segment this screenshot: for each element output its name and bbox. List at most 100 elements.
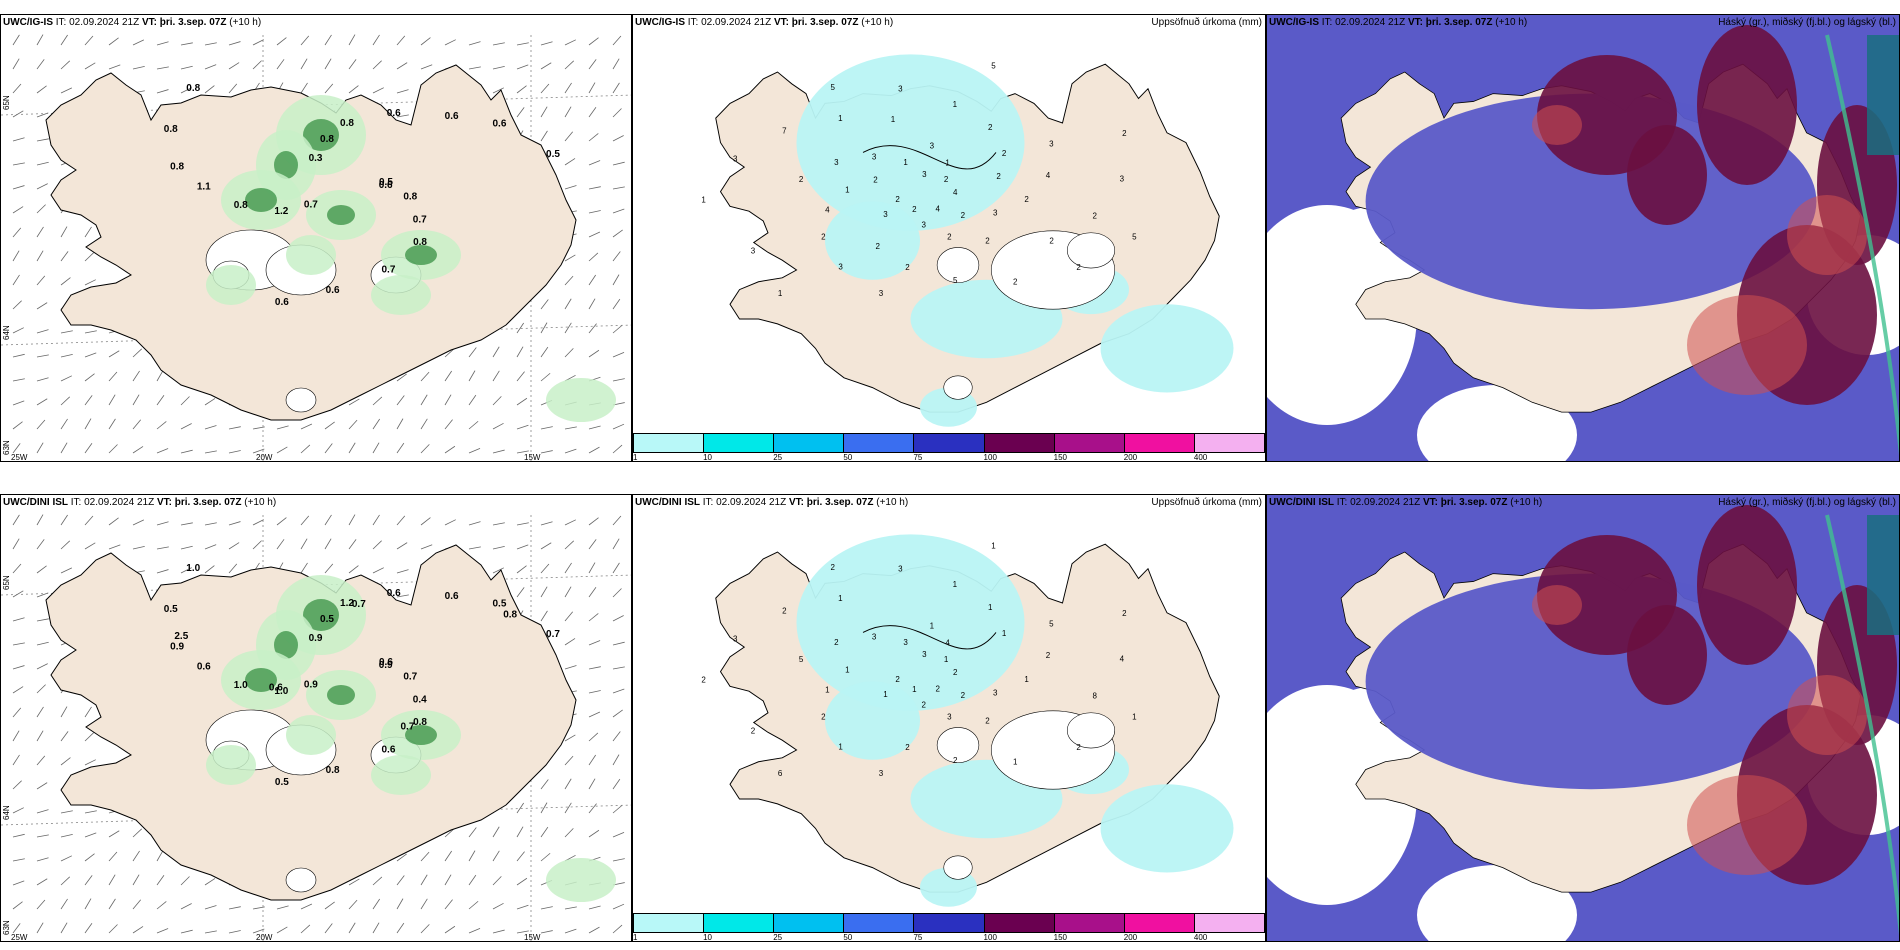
precip-value: 3	[1120, 174, 1125, 183]
precip-value: 2	[1046, 651, 1051, 660]
colorbar-swatch: 25	[773, 433, 845, 461]
colorbar-tick-label: 100	[983, 933, 997, 942]
precip-value: 2	[988, 123, 993, 132]
colorbar-tick-label: 150	[1053, 933, 1068, 942]
precip-value: 4	[945, 639, 950, 648]
colorbar-swatch: 100	[984, 433, 1055, 461]
colorbar-tick-label: 150	[1053, 453, 1068, 462]
precip-value: 4	[936, 204, 941, 213]
precip-value: 2	[751, 727, 756, 736]
precip-value: 2	[821, 232, 826, 241]
precip-value: 1	[701, 196, 706, 205]
colorbar-tick-label: 10	[703, 933, 713, 942]
colorbar-tick-label: 50	[843, 453, 853, 462]
cloud-cover-map	[1267, 495, 1899, 941]
precip-value: 5	[831, 83, 836, 92]
precip-value: 3	[751, 247, 756, 256]
lon-label: 25W	[11, 933, 28, 942]
colorbar-swatch: 150	[1054, 913, 1125, 941]
precip-value: 2	[701, 676, 706, 685]
lat-label: 65N	[2, 95, 11, 110]
panel-right-title: Háský (gr.), miðský (fj.bl.) og lágský (…	[1718, 497, 1896, 508]
precip-value: 3	[922, 170, 927, 179]
precip-value: 5	[991, 61, 996, 70]
precip-value: 2	[782, 607, 787, 616]
precip-value: 2	[961, 211, 966, 220]
precip-value: 1	[845, 185, 850, 194]
precip-value: 3	[993, 209, 998, 218]
precip-value: 0.9	[309, 633, 323, 644]
precip-value: 2	[873, 175, 878, 184]
precip-value: 0.7	[381, 264, 395, 275]
precip-value: 3	[883, 210, 888, 219]
low-cloud-layer	[1532, 105, 1867, 395]
precip-value: 0.5	[320, 614, 334, 625]
lat-label: 64N	[2, 805, 11, 820]
precip-value: 2	[1093, 211, 1098, 220]
precip-value: 1.0	[234, 680, 248, 691]
precip-value: 2	[936, 684, 941, 693]
precip-value: 1	[953, 100, 958, 109]
precip-value: 0.8	[340, 118, 354, 129]
precip-value: 0.8	[234, 200, 248, 211]
precip-value: 1	[838, 114, 843, 123]
precip-value: 3	[879, 769, 884, 778]
colorbar-tick-label: 75	[913, 933, 923, 942]
colorbar-swatch: 200	[1124, 913, 1195, 941]
precip-value: 0.9	[304, 679, 318, 690]
precip-value: 2	[1024, 195, 1029, 204]
precip-value: 3	[838, 262, 843, 271]
precip-value: 2	[876, 242, 881, 251]
precip-value: 0.7	[413, 215, 427, 226]
precip-value: 0.5	[275, 777, 289, 788]
precip-value: 1	[991, 541, 996, 550]
precip-value: 1	[838, 742, 843, 751]
precip-value: 0.5	[379, 177, 393, 188]
precip-value: 3	[733, 155, 738, 164]
panel-right-title: Uppsöfnuð úrkoma (mm)	[1151, 17, 1262, 28]
precip-value: 2	[1122, 129, 1127, 138]
precip-value: 0.7	[304, 199, 318, 210]
precip-value: 0.6	[445, 111, 459, 122]
precip-value-labels: 2112553212432213221231211321331122463211…	[701, 541, 1137, 778]
precip-value: 0.8	[413, 717, 427, 728]
precip-value: 0.8	[326, 765, 340, 776]
precip-value: 0.6	[381, 744, 395, 755]
lat-label: 65N	[2, 575, 11, 590]
precip-value: 2	[912, 205, 917, 214]
precip-value: 3	[921, 220, 926, 229]
panel-right-title: Uppsöfnuð úrkoma (mm)	[1151, 497, 1262, 508]
precip-value: 2	[831, 563, 836, 572]
map-panel-dini-precip: UWC/DINI ISL IT: 02.09.2024 21Z VT: þri.…	[632, 494, 1266, 942]
precip-value: 1	[845, 665, 850, 674]
colorbar-swatch: 10	[703, 433, 775, 461]
panel-title: UWC/IG-IS IT: 02.09.2024 21Z VT: þri. 3.…	[635, 17, 894, 28]
colorbar-tick-label: 75	[913, 453, 923, 462]
precip-value: 2	[953, 756, 958, 765]
precip-value: 0.9	[170, 641, 184, 652]
precip-value-labels: 0.5 1.2 0.8 0.8 0.8 0.6 0.6 0.3 0.8 0.8 0.6 0.7 0.8 0…	[164, 83, 561, 308]
accumulated-precip-map: 2112553212432213221231211321331122463211…	[701, 534, 1234, 907]
colorbar-swatch: 75	[913, 433, 985, 461]
precip-value: 2	[947, 233, 952, 242]
lon-label: 15W	[524, 453, 541, 462]
lon-label: 15W	[524, 933, 541, 942]
precip-value: 0.8	[403, 192, 417, 203]
panel-title: UWC/IG-IS IT: 02.09.2024 21Z VT: þri. 3.…	[1269, 17, 1528, 28]
precip-value: 4	[1046, 171, 1051, 180]
precip-value: 1.2	[340, 598, 354, 609]
colorbar-swatch: 75	[913, 913, 985, 941]
precip-value: 1	[1132, 713, 1137, 722]
precip-colorbar: 1 10 25 50 75 100 150 200 400	[633, 913, 1265, 942]
low-cloud-layer	[1532, 585, 1867, 875]
precip-value: 8	[1093, 691, 1098, 700]
precip-value: 3	[898, 85, 903, 94]
precip-value: 2	[834, 638, 839, 647]
precip-value: 3	[733, 635, 738, 644]
precip-value: 5	[799, 655, 804, 664]
colorbar-swatch: 1	[633, 433, 705, 461]
colorbar-swatch: 10	[703, 913, 775, 941]
precip-value: 4	[1120, 654, 1125, 663]
